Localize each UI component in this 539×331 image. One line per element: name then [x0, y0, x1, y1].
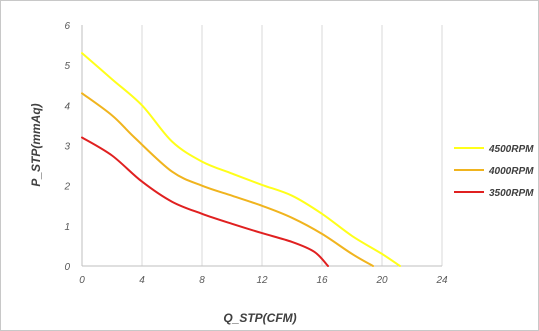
- series-line-4000rpm: [81, 92, 374, 267]
- x-tick-label: 16: [316, 275, 328, 286]
- x-tick-label: 12: [256, 275, 268, 286]
- legend-label: 4000RPM: [488, 166, 534, 177]
- x-tick-label: 24: [435, 275, 448, 286]
- y-tick-label: 5: [64, 61, 70, 72]
- y-tick-label: 3: [64, 142, 70, 153]
- y-axis-title: P_STP(mmAq): [29, 103, 43, 186]
- x-tick-label: 20: [375, 275, 388, 286]
- x-tick-label: 8: [199, 275, 205, 286]
- legend: 4500RPM 4000RPM 3500RPM: [454, 144, 534, 199]
- x-axis-title: Q_STP(CFM): [223, 311, 296, 325]
- legend-label: 4500RPM: [488, 144, 534, 155]
- y-tick-label: 1: [64, 222, 70, 233]
- x-tick-labels: 0 4 8 12 16 20 24: [79, 275, 448, 286]
- y-tick-label: 4: [64, 101, 70, 112]
- y-tick-label: 0: [64, 262, 70, 273]
- y-tick-label: 2: [63, 182, 70, 193]
- grid-lines: [81, 25, 443, 267]
- legend-label: 3500RPM: [489, 188, 534, 199]
- y-tick-labels: 0 1 2 3 4 5 6: [63, 21, 70, 273]
- series-line-4500rpm: [81, 52, 401, 267]
- series-line-3500rpm: [81, 136, 329, 267]
- y-tick-label: 6: [64, 21, 70, 32]
- x-tick-label: 4: [139, 275, 145, 286]
- series-lines: [81, 52, 401, 267]
- x-tick-label: 0: [79, 275, 85, 286]
